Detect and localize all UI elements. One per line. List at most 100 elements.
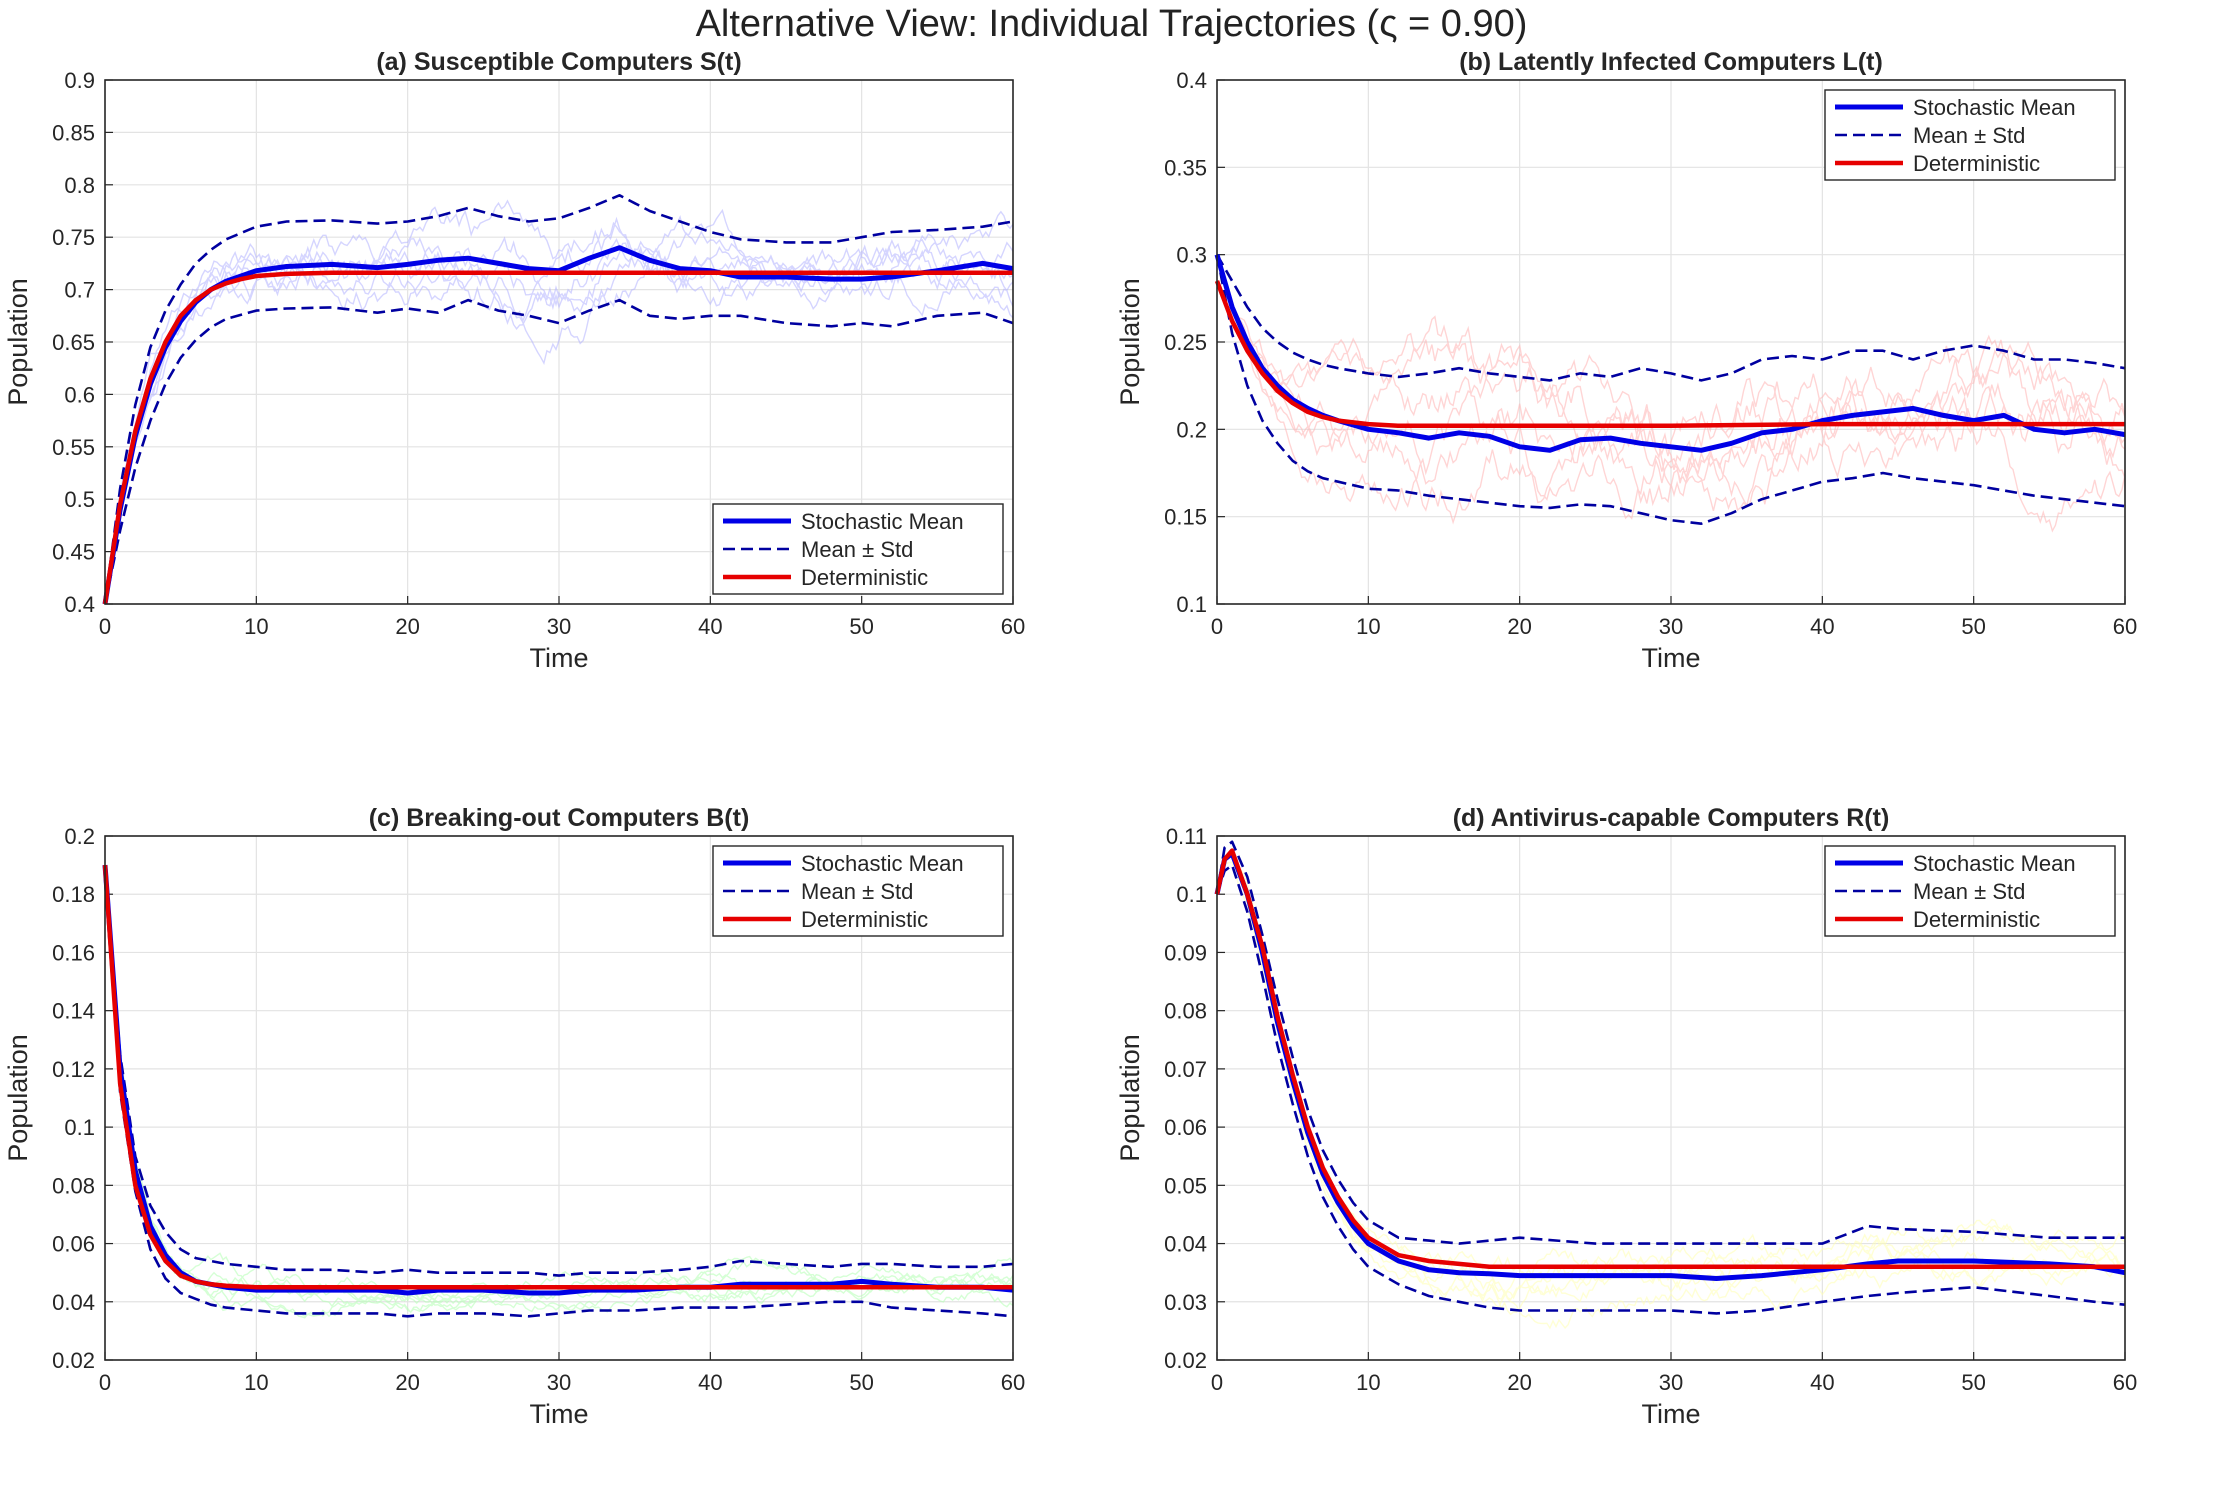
trajectory-line xyxy=(104,199,1014,605)
axes-box xyxy=(104,79,1014,605)
trajectory-line xyxy=(1216,254,2126,520)
y-tick-label: 0.1 xyxy=(1176,592,1207,617)
x-tick-label: 50 xyxy=(1961,614,1985,639)
x-tick-label: 60 xyxy=(2113,1370,2137,1395)
y-tick-label: 0.11 xyxy=(1166,824,1207,849)
mean-plus-std-line xyxy=(103,194,1014,605)
x-tick-label: 60 xyxy=(2113,614,2137,639)
y-tick-label: 0.7 xyxy=(64,278,95,303)
chart-title: (b) Latently Infected Computers L(t) xyxy=(1459,50,1883,76)
mean-plus-std-line xyxy=(1215,254,2126,382)
y-tick-label: 0.4 xyxy=(1176,68,1207,93)
x-axis-label: Time xyxy=(1642,1399,1701,1429)
x-tick-label: 40 xyxy=(1810,1370,1834,1395)
trajectory-line xyxy=(1216,861,2126,1330)
y-tick-label: 0.06 xyxy=(1164,1115,1207,1140)
x-tick-label: 30 xyxy=(1659,614,1683,639)
x-tick-label: 50 xyxy=(1961,1370,1985,1395)
y-tick-label: 0.3 xyxy=(1176,243,1207,268)
mean-plus-std-line xyxy=(1215,840,2125,1245)
y-tick-label: 0.08 xyxy=(52,1173,95,1198)
stochastic-mean-line xyxy=(1214,254,2126,453)
x-axis-label: Time xyxy=(530,643,589,673)
legend-label: Deterministic xyxy=(801,565,928,590)
deterministic-line xyxy=(1214,848,2125,1270)
stochastic-mean-line xyxy=(102,245,1014,605)
chart-title: (d) Antivirus-capable Computers R(t) xyxy=(1453,806,1890,832)
x-axis-label: Time xyxy=(1642,643,1701,673)
legend-label: Stochastic Mean xyxy=(1913,851,2076,876)
legend-label: Deterministic xyxy=(1913,907,2040,932)
y-tick-label: 0.04 xyxy=(1164,1232,1207,1257)
x-tick-label: 40 xyxy=(1810,614,1834,639)
x-tick-label: 0 xyxy=(1211,1370,1223,1395)
y-axis-label: Population xyxy=(3,1034,33,1162)
y-tick-label: 0.2 xyxy=(1176,417,1207,442)
y-tick-label: 0.02 xyxy=(1164,1348,1207,1373)
deterministic-line xyxy=(102,270,1013,605)
x-tick-label: 10 xyxy=(244,1370,268,1395)
x-tick-label: 40 xyxy=(698,614,722,639)
y-tick-label: 0.75 xyxy=(52,225,95,250)
mean-minus-std-line xyxy=(1215,254,2126,526)
y-tick-label: 0.08 xyxy=(1164,999,1207,1024)
legend: Stochastic Mean Mean ± Std Deterministic xyxy=(1824,89,2116,181)
axes-box xyxy=(104,835,1014,1361)
y-tick-label: 0.8 xyxy=(64,173,95,198)
legend: Stochastic Mean Mean ± Std Deterministic xyxy=(712,503,1004,595)
y-tick-label: 0.18 xyxy=(52,882,95,907)
y-axis-label: Population xyxy=(1115,1034,1145,1162)
y-tick-label: 0.1 xyxy=(64,1115,95,1140)
y-tick-label: 0.4 xyxy=(64,592,95,617)
y-tick-label: 0.05 xyxy=(1164,1173,1207,1198)
y-tick-label: 0.35 xyxy=(1164,155,1207,180)
individual-trajectories xyxy=(104,199,1014,605)
y-tick-label: 0.03 xyxy=(1164,1290,1207,1315)
trajectory-line xyxy=(1216,850,2126,1296)
x-tick-label: 0 xyxy=(1211,614,1223,639)
y-tick-label: 0.07 xyxy=(1164,1057,1207,1082)
x-tick-label: 60 xyxy=(1001,1370,1025,1395)
x-tick-label: 0 xyxy=(99,614,111,639)
legend-label: Stochastic Mean xyxy=(1913,95,2076,120)
x-tick-label: 40 xyxy=(698,1370,722,1395)
y-axis-label: Population xyxy=(3,278,33,406)
mean-minus-std-line xyxy=(1215,863,2126,1315)
figure-title: Alternative View: Individual Trajectorie… xyxy=(695,3,1528,45)
trajectory-line xyxy=(104,208,1014,605)
deterministic-line xyxy=(1214,280,2125,429)
trajectory-line xyxy=(1216,254,2126,525)
legend: Stochastic Mean Mean ± Std Deterministic xyxy=(1824,845,2116,937)
chart-panel-d: 0 10 20 30 40 50 60 0.02 0.03 0.04 0.05 0.06 0.07 0.0… xyxy=(1115,806,2137,1429)
legend-label: Stochastic Mean xyxy=(801,509,964,534)
y-tick-label: 0.9 xyxy=(64,68,95,93)
legend-label: Deterministic xyxy=(801,907,928,932)
y-tick-label: 0.04 xyxy=(52,1290,95,1315)
chart-panel-b: 0 10 20 30 40 50 60 0.1 0.15 0.2 0.25 0.3 0.35 0.4 (b)… xyxy=(1115,50,2137,673)
chart-title: (a) Susceptible Computers S(t) xyxy=(376,50,741,76)
y-tick-label: 0.1 xyxy=(1176,882,1207,907)
y-tick-label: 0.25 xyxy=(1164,330,1207,355)
x-tick-label: 20 xyxy=(395,1370,419,1395)
legend-label: Mean ± Std xyxy=(1913,123,2025,148)
mean-minus-std-line xyxy=(103,865,1014,1318)
y-tick-label: 0.16 xyxy=(52,940,95,965)
x-tick-label: 20 xyxy=(395,614,419,639)
deterministic-line xyxy=(102,864,1013,1290)
y-tick-label: 0.85 xyxy=(52,120,95,145)
x-axis-label: Time xyxy=(530,1399,589,1429)
y-tick-label: 0.2 xyxy=(64,824,95,849)
x-tick-label: 30 xyxy=(547,614,571,639)
x-tick-label: 60 xyxy=(1001,614,1025,639)
x-tick-label: 20 xyxy=(1507,614,1531,639)
x-tick-label: 0 xyxy=(99,1370,111,1395)
y-axis-label: Population xyxy=(1115,278,1145,406)
legend: Stochastic Mean Mean ± Std Deterministic xyxy=(712,845,1004,937)
y-tick-label: 0.45 xyxy=(52,540,95,565)
x-tick-label: 30 xyxy=(547,1370,571,1395)
chart-panel-c: 0 10 20 30 40 50 60 0.02 0.04 0.06 0.08 0.1 0.12 0.14… xyxy=(3,806,1025,1429)
x-tick-label: 10 xyxy=(1356,1370,1380,1395)
x-tick-label: 20 xyxy=(1507,1370,1531,1395)
y-tick-label: 0.15 xyxy=(1164,505,1207,530)
x-tick-label: 30 xyxy=(1659,1370,1683,1395)
